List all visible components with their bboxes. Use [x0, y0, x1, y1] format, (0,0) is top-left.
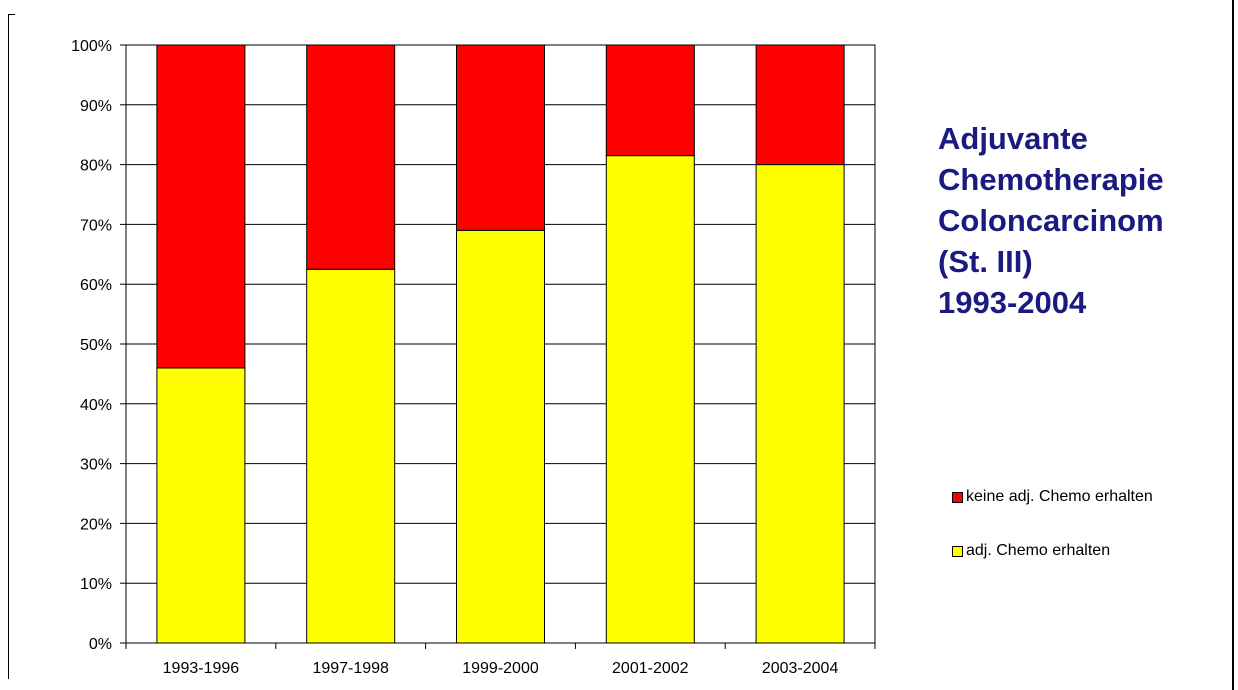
- title-line: Coloncarcinom: [938, 203, 1164, 238]
- y-tick-label: 80%: [80, 158, 112, 175]
- y-tick-label: 10%: [80, 576, 112, 593]
- bar-segment: [605, 155, 695, 644]
- chart-title: Adjuvante Chemotherapie Coloncarcinom (S…: [938, 118, 1228, 323]
- x-tick-label: 1999-2000: [462, 660, 539, 677]
- x-tick-label: 1993-1996: [163, 660, 240, 677]
- bar-segment: [156, 367, 246, 644]
- y-tick-label: 70%: [80, 217, 112, 234]
- frame-bracket: [8, 14, 15, 679]
- y-tick-label: 90%: [80, 98, 112, 115]
- bar-segment: [306, 268, 396, 644]
- bar-segment: [156, 44, 246, 369]
- bar-segment: [456, 44, 545, 231]
- bar-segment: [605, 44, 695, 157]
- x-tick-label: 2003-2004: [762, 660, 839, 677]
- title-line: (St. III): [938, 244, 1033, 279]
- bar-segment: [755, 44, 845, 166]
- y-tick-label: 50%: [80, 337, 112, 354]
- title-line: Adjuvante: [938, 121, 1088, 156]
- x-tick-label: 1997-1998: [312, 660, 389, 677]
- stacked-bar-chart: 0% 10% 20% 30% 40% 50% 60% 70% 80% 90% 100% 1993-19…: [71, 38, 876, 677]
- x-tick-label: 2001-2002: [612, 660, 689, 677]
- legend-swatch: [952, 491, 963, 503]
- legend-label: keine adj. Chemo erhalten: [966, 488, 1153, 505]
- y-tick-label: 40%: [80, 397, 112, 414]
- y-tick-label: 30%: [80, 457, 112, 474]
- bar-segment: [755, 164, 845, 644]
- y-tick-label: 20%: [80, 516, 112, 533]
- y-tick-label: 60%: [80, 277, 112, 294]
- title-line: 1993-2004: [938, 285, 1087, 320]
- bar-segment: [306, 44, 396, 270]
- y-tick-label: 100%: [71, 38, 112, 55]
- legend-item-adj-chemo: adj. Chemo erhalten: [952, 541, 1110, 561]
- bar-segment: [456, 229, 545, 644]
- legend-label: adj. Chemo erhalten: [966, 542, 1111, 559]
- legend-swatch: [952, 545, 963, 557]
- frame-edge: [1232, 0, 1234, 690]
- y-tick-label: 0%: [89, 636, 112, 653]
- title-line: Chemotherapie: [938, 162, 1164, 197]
- legend-item-keine-chemo: keine adj. Chemo erhalten: [952, 487, 1153, 507]
